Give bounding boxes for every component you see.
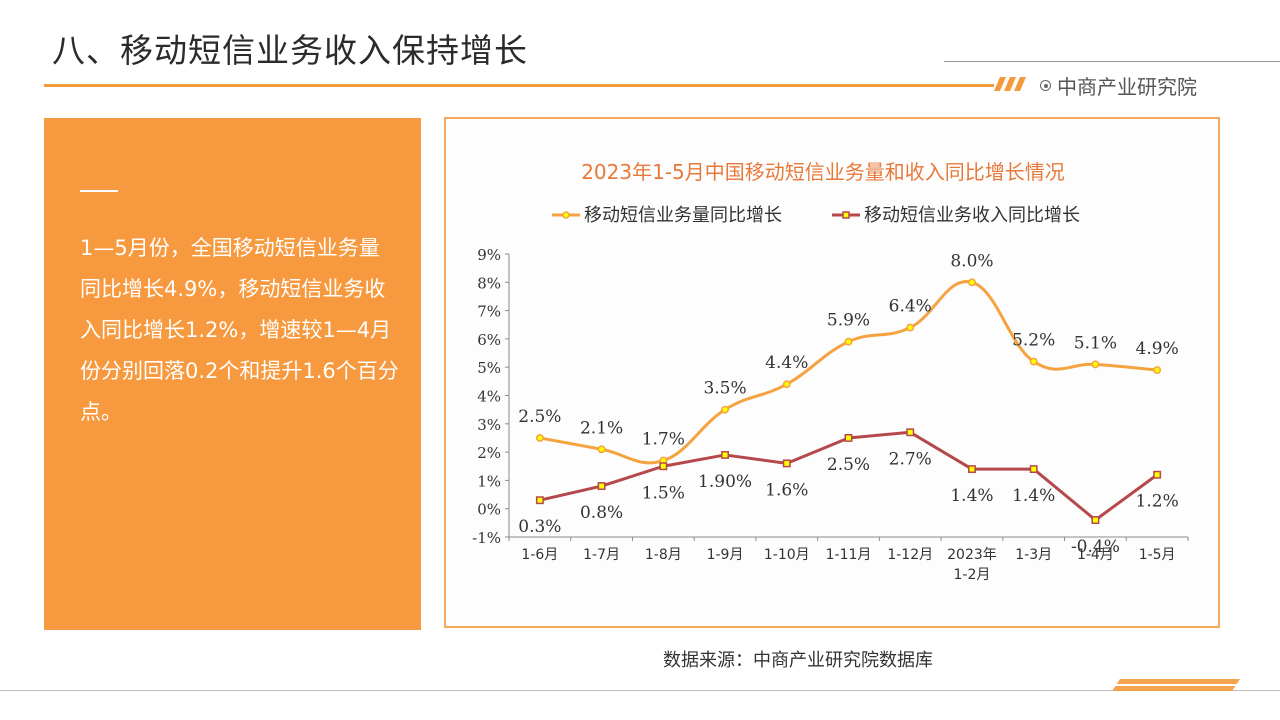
y-tick-label: 4% (477, 388, 501, 406)
data-point (844, 337, 853, 346)
y-tick-label: 1% (477, 472, 501, 490)
data-point (1029, 465, 1038, 474)
x-tick-label: 2023年 (947, 547, 997, 563)
data-point (906, 428, 915, 437)
chart-axes: -1% 0% 1% 2% 3% 4% 5% 6% 7% 8% 9% 1-6月 1-7月 1-8月 1-9月 1… (472, 246, 1189, 583)
y-tick-label: 0% (477, 501, 501, 519)
x-tick-label: 1-4月 (1077, 547, 1114, 563)
x-tick-label: 1-11月 (826, 547, 872, 563)
data-point (535, 496, 544, 505)
data-label: 8.0% (950, 251, 993, 271)
x-tick-label: 1-7月 (583, 547, 620, 563)
data-label: 2.7% (889, 449, 932, 469)
data-label: 1.5% (642, 483, 685, 503)
data-point (968, 465, 976, 474)
data-label: 1.6% (765, 480, 808, 500)
data-label: -0.4% (1071, 537, 1120, 557)
data-label: 2.5% (827, 455, 870, 475)
data-point (1153, 366, 1162, 374)
data-label: 0.8% (580, 503, 623, 523)
chart-title: 2023年1-5月中国移动短信业务量和收入同比增长情况 (581, 160, 1065, 184)
data-point (782, 380, 791, 389)
data-label: 5.1% (1074, 333, 1117, 353)
data-label: 0.3% (518, 517, 561, 537)
summary-panel: 1—5月份，全国移动短信业务量同比增长4.9%，移动短信业务收入同比增长1.2%… (44, 118, 421, 630)
data-point (535, 434, 544, 442)
data-label: 4.9% (1136, 339, 1179, 359)
data-label: 1.4% (950, 486, 993, 506)
y-tick-label: 5% (477, 359, 501, 377)
data-point (906, 323, 915, 332)
data-label: 1.7% (642, 430, 685, 450)
x-tick-label: 1-5月 (1139, 547, 1176, 563)
data-label: 2.1% (580, 418, 623, 438)
data-point (721, 450, 729, 459)
legend-marker (562, 211, 570, 219)
data-label: 2.5% (518, 407, 561, 427)
y-tick-label: 8% (477, 274, 501, 292)
x-tick-label: 1-9月 (707, 547, 744, 563)
y-tick-label: 2% (477, 444, 501, 462)
legend-marker (842, 211, 850, 219)
brand-logo: 中商产业研究院 (1040, 71, 1197, 100)
data-label: 6.4% (889, 297, 932, 317)
chart-data-labels: 2.5% 2.1% 1.7% 3.5% 4.4% 5.9% 6.4% 8.0% 5.2% 5.1%… (518, 251, 1178, 557)
data-label: 3.5% (703, 379, 746, 399)
data-point (597, 482, 606, 491)
data-point (1091, 360, 1100, 369)
x-tick-label: 1-6月 (521, 547, 558, 563)
data-point (968, 278, 976, 287)
footer-rule (0, 690, 1280, 691)
title-underline (44, 84, 994, 87)
data-label: 1.4% (1012, 486, 1055, 506)
page-title: 八、移动短信业务收入保持增长 (52, 31, 528, 70)
footer-stripes-decoration (1112, 679, 1240, 691)
data-label: 5.2% (1012, 331, 1055, 351)
title-stripes-decoration (994, 77, 1026, 91)
data-point (597, 445, 606, 454)
x-tick-label: 1-3月 (1015, 547, 1052, 563)
legend-label: 移动短信业务量同比增长 (584, 205, 782, 226)
x-tick-label: 1-10月 (764, 547, 810, 563)
data-source: 数据来源：中商产业研究院数据库 (663, 650, 933, 671)
brand-icon (1040, 80, 1051, 91)
title-thin-line (944, 61, 1280, 62)
x-tick-label: 1-8月 (645, 547, 682, 563)
y-tick-label: -1% (472, 529, 501, 547)
line-chart: 2023年1-5月中国移动短信业务量和收入同比增长情况 移动短信业务量同比增长移… (472, 160, 1189, 583)
data-point (721, 405, 729, 414)
data-point (659, 462, 668, 471)
x-tick-label: 1-2月 (954, 567, 991, 583)
y-tick-label: 9% (477, 246, 501, 264)
series-line (539, 430, 1159, 522)
brand-name: 中商产业研究院 (1057, 75, 1197, 99)
data-label: 5.9% (827, 311, 870, 331)
chart-series (535, 278, 1162, 524)
data-point (1029, 357, 1038, 366)
data-point (1091, 516, 1100, 524)
legend-label: 移动短信业务收入同比增长 (864, 205, 1080, 226)
panel-dash (80, 190, 118, 192)
x-tick-label: 1-12月 (887, 547, 933, 563)
chart-legend: 移动短信业务量同比增长 移动短信业务收入同比增长 (552, 205, 1080, 226)
data-label: 1.90% (698, 472, 752, 492)
y-tick-label: 7% (477, 303, 501, 321)
data-point (782, 459, 791, 468)
data-point (1153, 470, 1162, 479)
y-tick-label: 3% (477, 416, 501, 434)
data-point (844, 434, 853, 442)
data-label: 4.4% (765, 353, 808, 373)
data-label: 1.2% (1136, 492, 1179, 512)
summary-text: 1—5月份，全国移动短信业务量同比增长4.9%，移动短信业务收入同比增长1.2%… (80, 236, 399, 424)
y-tick-label: 6% (477, 331, 501, 349)
chart-frame (444, 117, 1220, 628)
